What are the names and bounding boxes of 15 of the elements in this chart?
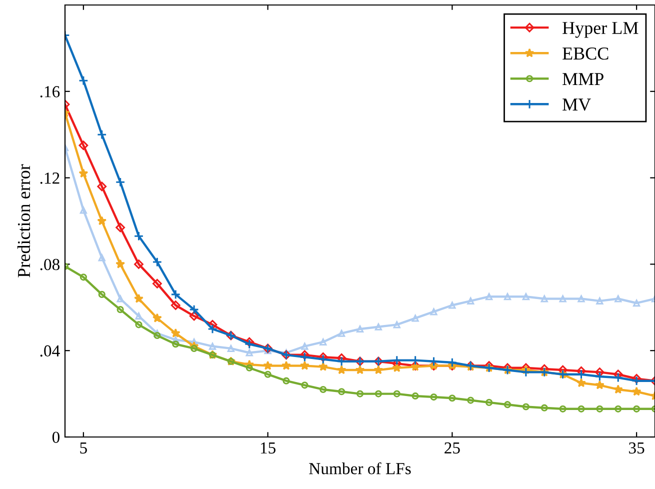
- legend-label: Hyper LM: [562, 22, 638, 38]
- x-tick-label: 35: [629, 442, 644, 454]
- y-tick-label: .16: [40, 86, 60, 98]
- x-tick-label: 15: [260, 442, 276, 454]
- legend-label: MV: [562, 98, 591, 111]
- y-tick-label: 0: [52, 432, 60, 443]
- y-axis-title: Prediction error: [17, 164, 30, 278]
- x-tick-label: 5: [80, 442, 87, 454]
- legend-label: MMP: [562, 73, 604, 85]
- x-tick-label: 25: [444, 442, 460, 454]
- y-tick-label: .12: [40, 172, 60, 184]
- y-tick-label: .08: [40, 258, 60, 270]
- x-axis-title: Number of LFs: [309, 462, 411, 474]
- y-tick-label: .04: [40, 345, 60, 357]
- legend-label: EBCC: [562, 47, 608, 60]
